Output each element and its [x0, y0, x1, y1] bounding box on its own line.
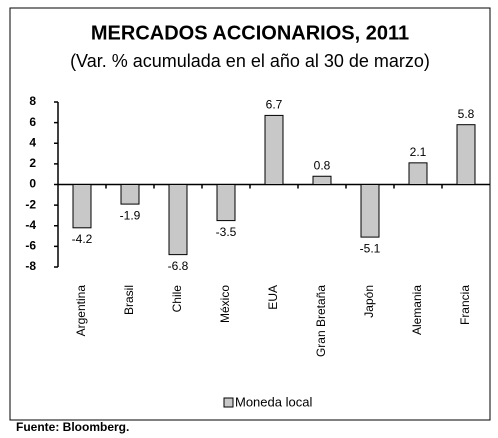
x-tick-label: Japón: [362, 285, 376, 318]
chart-title: MERCADOS ACCIONARIOS, 2011: [91, 22, 409, 44]
x-tick-label: Brasil: [122, 285, 136, 315]
bar: [120, 184, 140, 205]
bar: [456, 124, 476, 185]
bar: [360, 184, 380, 238]
data-label: 5.8: [458, 107, 475, 121]
y-tick-label: -2: [25, 197, 36, 211]
data-label: 0.8: [314, 158, 331, 172]
x-tick-label: EUA: [266, 285, 280, 310]
x-tick-label: Gran Bretaña: [314, 285, 328, 357]
bar: [312, 175, 332, 185]
x-tick-label: Argentina: [74, 285, 88, 337]
source: Fuente: Bloomberg.: [16, 420, 129, 434]
data-label: 2.1: [410, 145, 427, 159]
y-tick-label: -8: [25, 259, 36, 273]
bar: [168, 184, 188, 256]
legend-swatch: [223, 397, 234, 408]
bar: [216, 184, 236, 222]
y-tick-label: 8: [29, 94, 36, 108]
y-tick-label: 4: [29, 135, 36, 149]
x-tick-label: Francia: [458, 285, 472, 325]
y-tick-label: 6: [29, 115, 36, 129]
y-tick-label: -6: [25, 239, 36, 253]
data-label: -5.1: [360, 241, 381, 255]
bar: [72, 184, 92, 229]
data-label: -6.8: [168, 259, 189, 273]
y-tick-label: 2: [29, 156, 36, 170]
y-tick-label: -4: [25, 218, 36, 232]
x-tick-label: México: [218, 285, 232, 323]
legend-label: Moneda local: [235, 394, 312, 409]
data-label: -1.9: [120, 208, 141, 222]
data-label: -3.5: [216, 225, 237, 239]
bar: [408, 162, 428, 185]
chart-subtitle: (Var. % acumulada en el año al 30 de mar…: [70, 51, 430, 71]
x-tick-label: Chile: [170, 285, 184, 313]
x-tick-label: Alemania: [410, 285, 424, 335]
y-tick-label: 0: [29, 177, 36, 191]
bar: [264, 114, 284, 185]
data-label: 6.7: [266, 98, 283, 112]
data-label: -4.2: [72, 232, 93, 246]
frame: [9, 7, 491, 421]
